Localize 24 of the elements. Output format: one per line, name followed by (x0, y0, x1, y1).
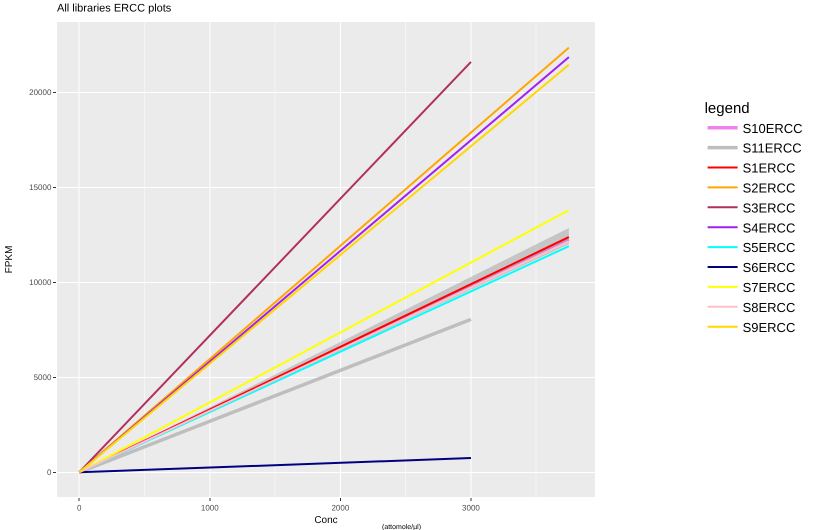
x-tick-label: 1000 (200, 504, 220, 513)
x-tick-label: 0 (76, 504, 82, 513)
legend-label: S4ERCC (742, 220, 796, 236)
legend-title: legend (704, 100, 750, 117)
chart-title: All libraries ERCC plots (57, 2, 172, 15)
y-tick-label: 0 (46, 468, 52, 478)
legend-label: S11ERCC (742, 140, 802, 156)
x-tick-label: 2000 (331, 504, 350, 513)
y-tick-label: 5000 (34, 373, 52, 382)
legend-label: S2ERCC (742, 180, 796, 196)
y-tick-label: 20000 (29, 88, 52, 98)
legend-label: S8ERCC (742, 300, 796, 315)
legend-label: S1ERCC (742, 160, 796, 176)
legend-label: S7ERCC (742, 280, 796, 295)
x-axis-title: Conc (314, 515, 338, 526)
y-tick-label: 10000 (29, 278, 52, 288)
x-tick-label: 3000 (462, 504, 480, 513)
legend-label: S5ERCC (742, 240, 796, 256)
legend-label: S6ERCC (742, 260, 796, 276)
legend-label: S10ERCC (742, 120, 803, 136)
legend-label: S9ERCC (742, 320, 796, 335)
y-tick-label: 15000 (29, 183, 52, 192)
legend-label: S3ERCC (742, 200, 796, 216)
y-axis-title: FPKM (4, 246, 16, 274)
